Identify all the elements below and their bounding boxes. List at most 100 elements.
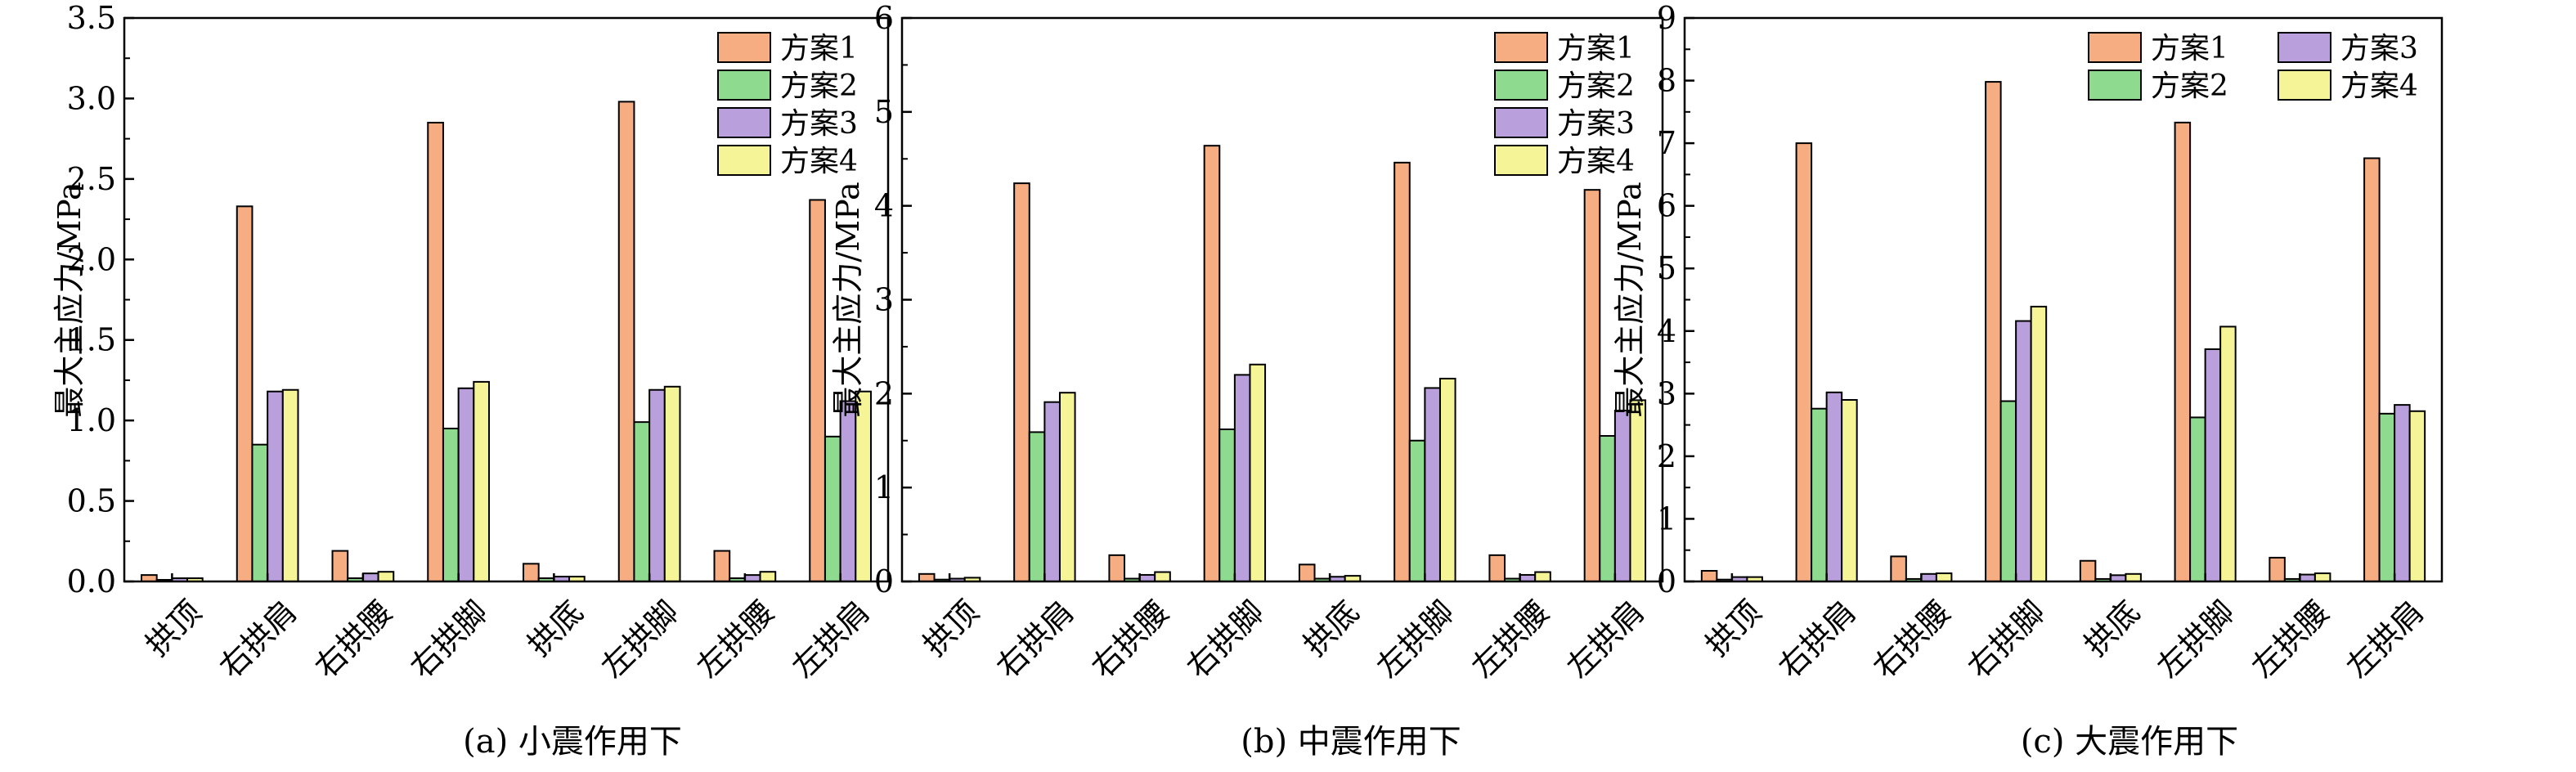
bar-方案1-右拱脚	[1985, 81, 2002, 582]
y-tick-label: 4	[874, 188, 894, 224]
bar-方案3-右拱脚	[2015, 320, 2032, 582]
bar-方案3-左拱肩	[839, 400, 857, 582]
bar-方案2-右拱脚	[1999, 400, 2017, 582]
y-tick-label: 3.0	[67, 80, 116, 116]
bar-方案2-左拱肩	[2378, 412, 2396, 582]
legend-label: 方案4	[780, 145, 858, 178]
bar-方案1-右拱腰	[1108, 554, 1126, 582]
bar-方案4-右拱肩	[281, 388, 299, 582]
y-tick-label: 3	[1657, 375, 1676, 411]
x-tick-label: 右拱脚	[1961, 594, 2053, 685]
legend-label: 方案4	[2340, 70, 2418, 103]
y-tick-label: 6	[1657, 188, 1676, 224]
x-tick-label: 右拱腰	[1084, 594, 1176, 685]
x-tick-label: 左拱脚	[1370, 594, 1461, 685]
bar-方案1-左拱腰	[2269, 556, 2286, 582]
x-tick-label: 拱底	[1296, 594, 1366, 663]
panel-caption: (c) 大震作用下	[2021, 723, 2238, 761]
bar-方案3-右拱肩	[267, 390, 284, 582]
bar-方案3-右拱肩	[1825, 391, 1843, 582]
bar-方案1-左拱腰	[713, 550, 731, 582]
bar-方案2-右拱脚	[442, 427, 460, 582]
bar-方案2-右拱脚	[1218, 428, 1236, 582]
chart-panel-a: 0.0 0.5 1.0 1.5 2.0 2.5 3.0 3.5 拱顶 右拱肩 右拱腰 右拱脚 拱底 左拱脚…	[52, 0, 890, 761]
legend-swatch-方案2	[1494, 70, 1548, 101]
y-tick-label: 1	[874, 469, 894, 505]
bar-方案3-左拱脚	[2204, 348, 2222, 582]
legend-swatch-方案1	[717, 32, 771, 63]
legend-label: 方案1	[2151, 32, 2228, 65]
bar-方案2-左拱肩	[1599, 435, 1616, 583]
x-tick-label: 左拱腰	[2245, 594, 2336, 685]
legend-label: 方案2	[2151, 70, 2228, 103]
bar-方案3-左拱脚	[1424, 387, 1441, 582]
bar-方案4-右拱腰	[1154, 571, 1171, 583]
x-tick-label: 左拱腰	[689, 594, 781, 685]
bar-方案4-左拱脚	[2219, 325, 2237, 582]
bar-方案2-左拱脚	[1408, 439, 1426, 582]
bar-方案4-右拱腰	[1935, 572, 1953, 582]
bar-方案3-右拱脚	[1233, 374, 1251, 582]
bar-方案4-左拱肩	[2408, 410, 2426, 582]
bar-方案4-右拱脚	[1249, 363, 1267, 582]
bar-方案4-右拱腰	[377, 571, 395, 583]
legend-swatch-方案4	[1494, 145, 1548, 176]
bar-方案1-右拱肩	[236, 205, 254, 582]
bar-方案4-左拱肩	[855, 390, 872, 582]
legend-label: 方案2	[1557, 70, 1635, 103]
y-tick-label: 1.0	[67, 402, 116, 438]
x-tick-label: 左拱肩	[1560, 594, 1651, 685]
bar-方案4-右拱脚	[473, 380, 490, 582]
x-tick-label: 右拱肩	[213, 594, 304, 685]
bar-方案2-左拱脚	[2189, 416, 2206, 583]
y-tick-label: 8	[1657, 63, 1676, 99]
y-tick-label: 0.5	[67, 483, 116, 519]
panel-caption: (b) 中震作用下	[1241, 723, 1461, 761]
bar-方案1-拱顶	[918, 572, 936, 582]
x-tick-label: 左拱肩	[2340, 594, 2431, 685]
bar-方案4-右拱脚	[2030, 305, 2048, 582]
bar-方案1-右拱肩	[1013, 182, 1030, 583]
y-tick-label: 6	[874, 0, 894, 36]
bar-方案4-右拱肩	[1058, 392, 1076, 582]
bars	[1700, 81, 2426, 583]
legend-label: 方案2	[780, 70, 858, 103]
bar-方案1-右拱脚	[1203, 145, 1221, 583]
bar-方案1-左拱肩	[1583, 189, 1601, 582]
bar-方案3-右拱脚	[457, 387, 475, 582]
legend-swatch-方案2	[2088, 70, 2142, 101]
x-tick-label: 右拱脚	[403, 594, 495, 685]
y-tick-label: 1.5	[67, 322, 116, 358]
y-axis-label: 最大主应力/MPa	[1612, 182, 1648, 417]
y-tick-label: 3.5	[67, 0, 116, 36]
x-tick-label: 拱顶	[916, 594, 985, 663]
bar-方案2-左拱肩	[824, 435, 841, 583]
legend-swatch-方案1	[1494, 32, 1548, 63]
x-tick-label: 拱顶	[1699, 594, 1768, 663]
bar-方案3-左拱脚	[648, 388, 666, 582]
y-tick-label: 3	[874, 282, 894, 318]
bar-方案4-左拱腰	[2313, 572, 2331, 582]
bar-方案3-右拱腰	[361, 572, 379, 582]
legend-swatch-方案3	[1494, 107, 1548, 138]
bar-方案4-右拱肩	[1841, 398, 1858, 582]
y-axis-label: 最大主应力/MPa	[830, 182, 866, 417]
bar-方案1-左拱脚	[1393, 161, 1411, 582]
y-axis-label: 最大主应力/MPa	[52, 182, 88, 417]
legend-swatch-方案2	[717, 70, 771, 101]
bar-方案1-拱顶	[1700, 569, 1718, 582]
bar-方案1-拱底	[1298, 563, 1316, 583]
chart-panel-c: 0 1 2 3 4 5 6 7 8 9 拱顶 右拱肩 右拱腰 右拱脚 拱底 左拱脚 左拱腰 左拱肩 最大主应力/MP…	[1612, 0, 2444, 761]
y-tick-label: 0	[874, 563, 894, 599]
bar-方案1-左拱脚	[2174, 121, 2192, 583]
bar-方案4-拱底	[2125, 572, 2142, 582]
legend-swatch-方案3	[2278, 32, 2331, 63]
legend-label: 方案4	[1557, 145, 1635, 178]
x-tick-label: 右拱肩	[990, 594, 1081, 685]
y-tick-label: 5	[874, 94, 894, 130]
y-tick-label: 1	[1657, 500, 1676, 536]
bar-方案1-右拱腰	[1890, 555, 1907, 583]
bar-方案3-右拱肩	[1043, 401, 1061, 583]
y-tick-label: 0	[1657, 563, 1676, 599]
